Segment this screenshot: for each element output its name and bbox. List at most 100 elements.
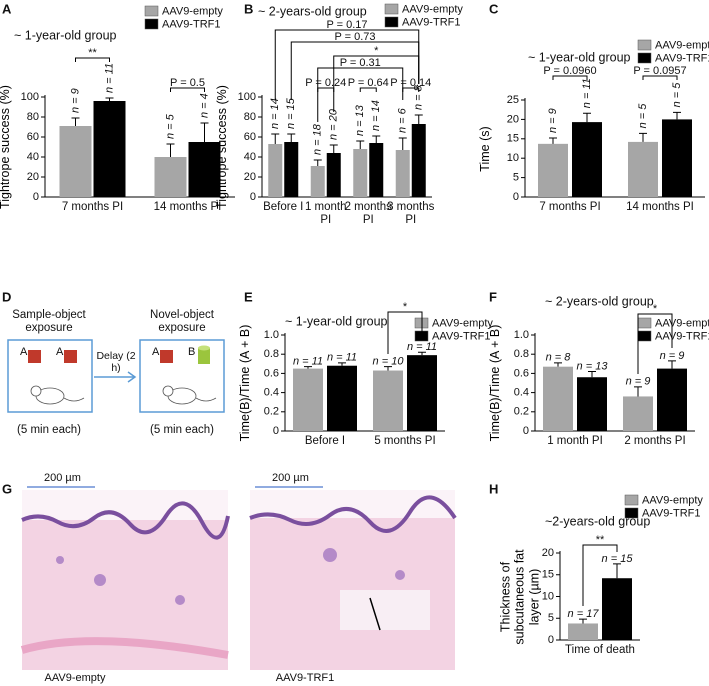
bar	[568, 623, 598, 640]
duration-label: (5 min each)	[17, 424, 81, 436]
image-caption: AAV9-TRF1	[276, 672, 334, 684]
object-cylinder-top	[198, 345, 210, 351]
legend-swatch	[624, 507, 639, 519]
y-tick-label: 0	[250, 191, 256, 203]
error-bar	[414, 114, 423, 124]
y-tick-label: 0.8	[264, 348, 279, 360]
box-title: Novel-object exposure	[150, 309, 214, 335]
n-label: n = 13	[354, 104, 366, 136]
image-caption: AAV9-empty	[45, 672, 106, 684]
chart-title: ~ 1-year-old group	[285, 314, 388, 328]
panel-letter: C	[489, 1, 499, 16]
histology-image	[249, 490, 457, 670]
bar	[310, 166, 325, 197]
y-tick-label: 5	[513, 172, 519, 184]
error-bar	[583, 112, 591, 123]
significance-label: P = 0.5	[170, 77, 205, 89]
significance-label: P = 0.14	[390, 77, 431, 89]
y-tick-label: 0	[273, 425, 279, 437]
x-tick-label: 1 month PI	[304, 201, 347, 227]
x-tick-label: 7 months PI	[539, 201, 601, 213]
y-tick-label: 10	[507, 152, 519, 164]
y-tick-label: 0.6	[514, 367, 529, 379]
legend-label: AAV9-TRF1	[642, 507, 700, 519]
bar	[353, 149, 368, 197]
legend-label: AAV9-empty	[642, 494, 703, 506]
n-label: n = 4	[198, 93, 210, 118]
y-tick-label: 0	[523, 425, 529, 437]
arena	[7, 339, 93, 413]
legend-label: AAV9-TRF1	[162, 18, 220, 30]
y-tick-label: 100	[21, 91, 39, 103]
bar	[657, 368, 687, 431]
n-label: n = 5	[671, 82, 683, 108]
y-tick-label: 15	[542, 569, 554, 581]
legend-swatch	[637, 317, 652, 329]
object-label: B	[188, 346, 195, 358]
significance-bracket	[552, 75, 588, 80]
legend-swatch	[624, 494, 639, 506]
error-bar	[271, 133, 280, 144]
legend-swatch	[144, 5, 159, 17]
x-tick-label: 2 months PI	[624, 435, 686, 447]
bar	[284, 142, 299, 197]
bar	[543, 366, 573, 431]
delay-label: Delay (2 h)	[96, 350, 136, 375]
significance-bracket	[387, 311, 423, 354]
object-label: A	[152, 346, 160, 358]
x-tick-label: Before I	[263, 201, 304, 213]
y-tick-label: 1.0	[514, 329, 529, 341]
legend-label: AAV9-TRF1	[655, 52, 709, 64]
error-bar	[639, 132, 647, 142]
y-tick-label: 100	[238, 91, 256, 103]
significance-bracket	[642, 75, 678, 80]
object-cylinder	[198, 348, 210, 364]
legend-label: AAV9-empty	[655, 317, 709, 329]
y-tick-label: 0	[33, 191, 39, 203]
n-label: n = 11	[293, 356, 323, 368]
x-tick-label: 14 months PI	[626, 201, 694, 213]
n-label: n = 15	[285, 97, 297, 129]
legend-swatch	[384, 16, 399, 28]
n-label: n = 9	[626, 376, 651, 388]
significance-bracket	[359, 87, 377, 92]
y-tick-label: 80	[244, 111, 256, 123]
y-tick-label: 0.8	[514, 348, 529, 360]
bar	[268, 144, 283, 197]
legend-label: AAV9-TRF1	[402, 16, 460, 28]
chart-title: ~ 1-year-old group	[528, 50, 631, 64]
bar	[154, 157, 187, 197]
error-bar	[579, 618, 587, 624]
panel-letter: A	[2, 1, 12, 16]
y-tick-label: 40	[244, 151, 256, 163]
arrow	[94, 371, 137, 383]
n-label: n = 8	[546, 352, 572, 364]
significance-bracket	[317, 87, 335, 92]
y-tick-label: 0.4	[514, 387, 529, 399]
significance-bracket	[582, 544, 618, 606]
legend-label: AAV9-TRF1	[432, 330, 490, 342]
significance-label: **	[596, 534, 605, 546]
error-bar	[356, 140, 365, 149]
significance-label: **	[88, 47, 97, 59]
panel-letter: E	[244, 289, 253, 304]
x-tick-label: 2 months PI	[344, 201, 392, 227]
bar	[326, 153, 341, 197]
error-bar	[71, 117, 80, 126]
y-tick-label: 40	[27, 151, 39, 163]
n-label: n = 13	[577, 360, 609, 372]
histology-image	[20, 490, 230, 670]
panel-letter: D	[2, 289, 11, 304]
panel-letter: G	[2, 481, 12, 496]
y-axis-label: Thickness of subcutaneous fat layer (µm)	[498, 548, 542, 645]
error-bar	[313, 159, 322, 166]
y-tick-label: 20	[27, 171, 39, 183]
n-label: n = 9	[660, 350, 685, 362]
y-tick-label: 5	[548, 612, 554, 624]
n-label: n = 10	[373, 356, 405, 368]
bar	[623, 396, 653, 431]
chart-title: ~2-years-old group	[545, 514, 650, 528]
y-tick-label: 60	[244, 131, 256, 143]
